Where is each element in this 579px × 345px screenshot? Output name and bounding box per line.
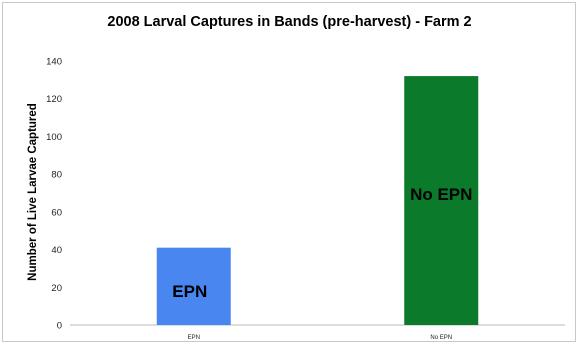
y-tick-label: 40 [51, 245, 62, 256]
bar-annotation: No EPN [410, 185, 472, 204]
y-tick-label: 60 [51, 207, 62, 218]
bar-annotation: EPN [172, 282, 207, 301]
chart-title: 2008 Larval Captures in Bands (pre-harve… [107, 14, 472, 30]
x-tick-label: EPN [188, 335, 200, 341]
y-tick-label: 0 [57, 321, 62, 332]
bar-no-epn [404, 76, 479, 325]
x-tick-label: No EPN [430, 335, 452, 341]
chart-frame [2, 2, 576, 342]
y-tick-label: 140 [46, 57, 62, 68]
bar-epn [156, 247, 231, 325]
y-tick-label: 120 [46, 94, 62, 105]
y-tick-label: 20 [51, 283, 62, 294]
y-tick-label: 100 [46, 132, 62, 143]
y-tick-label: 80 [51, 170, 62, 181]
